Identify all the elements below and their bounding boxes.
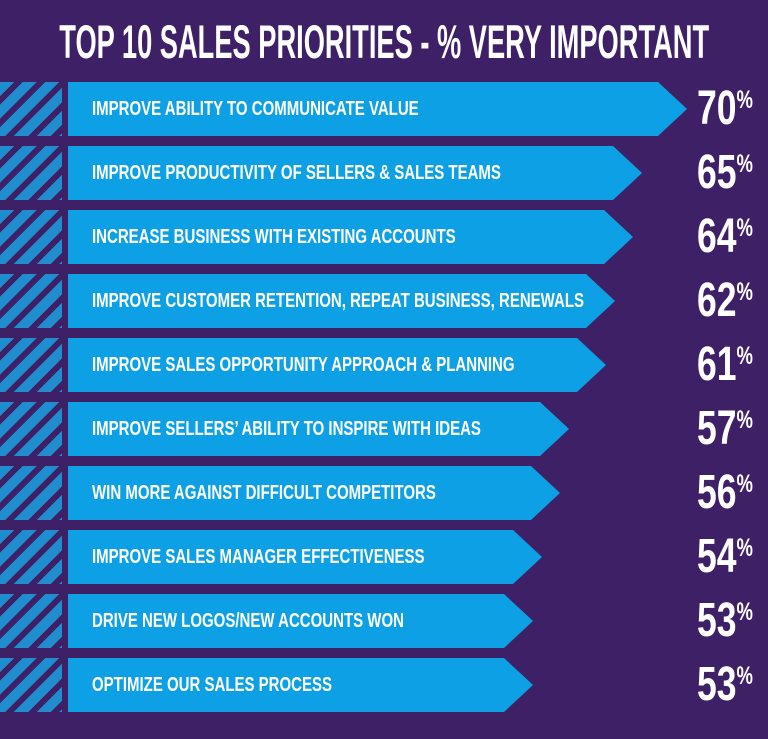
- percent-sign: %: [736, 278, 753, 306]
- bar-value: 57%: [697, 402, 768, 456]
- bar-arrow: WIN MORE AGAINST DIFFICULT COMPETITORS: [68, 466, 560, 520]
- bar-arrow: INCREASE BUSINESS WITH EXISTING ACCOUNTS: [68, 210, 633, 264]
- bar-label: IMPROVE SELLERS’ ABILITY TO INSPIRE WITH…: [92, 417, 481, 440]
- bar-value-number: 53%: [697, 594, 753, 647]
- hatch-stripe-block: [0, 274, 62, 328]
- bar-row: IMPROVE ABILITY TO COMMUNICATE VALUE 70%: [0, 82, 768, 136]
- bar-arrow: OPTIMIZE OUR SALES PROCESS: [68, 658, 533, 712]
- chart-title-text: TOP 10 SALES PRIORITIES - % VERY IMPORTA…: [59, 14, 709, 68]
- hatch-stripe-block: [0, 594, 62, 648]
- bar-label: DRIVE NEW LOGOS/NEW ACCOUNTS WON: [92, 609, 404, 632]
- bar-row: IMPROVE PRODUCTIVITY OF SELLERS & SALES …: [0, 146, 768, 200]
- bar-value: 53%: [697, 658, 768, 712]
- hatch-stripe-block: [0, 82, 62, 136]
- bar-value-number: 62%: [697, 274, 753, 327]
- percent-sign: %: [736, 406, 753, 434]
- percent-sign: %: [736, 342, 753, 370]
- bar-row: INCREASE BUSINESS WITH EXISTING ACCOUNTS…: [0, 210, 768, 264]
- percent-sign: %: [736, 150, 753, 178]
- bar-value-number: 56%: [697, 466, 753, 519]
- bar-row: WIN MORE AGAINST DIFFICULT COMPETITORS 56…: [0, 466, 768, 520]
- bar-rows: IMPROVE ABILITY TO COMMUNICATE VALUE 70% I…: [0, 82, 768, 712]
- percent-sign: %: [736, 662, 753, 690]
- bar-label: IMPROVE PRODUCTIVITY OF SELLERS & SALES …: [92, 161, 501, 184]
- bar-value: 61%: [697, 338, 768, 392]
- hatch-stripe-block: [0, 466, 62, 520]
- bar-label: OPTIMIZE OUR SALES PROCESS: [92, 673, 333, 696]
- bar-arrow: IMPROVE SELLERS’ ABILITY TO INSPIRE WITH…: [68, 402, 569, 456]
- bar-value: 54%: [697, 530, 768, 584]
- bar-arrow: IMPROVE CUSTOMER RETENTION, REPEAT BUSIN…: [68, 274, 615, 328]
- bar-value-number: 65%: [697, 146, 753, 199]
- bar-value-number: 53%: [697, 658, 753, 711]
- bar-arrow: IMPROVE PRODUCTIVITY OF SELLERS & SALES …: [68, 146, 642, 200]
- bar-value: 64%: [697, 210, 768, 264]
- bar-row: IMPROVE CUSTOMER RETENTION, REPEAT BUSIN…: [0, 274, 768, 328]
- bar-value-number: 54%: [697, 530, 753, 583]
- bar-value-number: 70%: [697, 82, 753, 135]
- hatch-stripe-block: [0, 530, 62, 584]
- bar-label: IMPROVE SALES OPPORTUNITY APPROACH & PLA…: [92, 353, 515, 376]
- bar-value: 62%: [697, 274, 768, 328]
- bar-row: IMPROVE SELLERS’ ABILITY TO INSPIRE WITH…: [0, 402, 768, 456]
- bar-row: OPTIMIZE OUR SALES PROCESS 53%: [0, 658, 768, 712]
- percent-sign: %: [736, 214, 753, 242]
- bar-value: 53%: [697, 594, 768, 648]
- bar-arrow: IMPROVE ABILITY TO COMMUNICATE VALUE: [68, 82, 687, 136]
- bar-arrow: IMPROVE SALES OPPORTUNITY APPROACH & PLA…: [68, 338, 606, 392]
- hatch-stripe-block: [0, 210, 62, 264]
- chart-header: TOP 10 SALES PRIORITIES - % VERY IMPORTA…: [0, 0, 768, 82]
- bar-label: INCREASE BUSINESS WITH EXISTING ACCOUNTS: [92, 225, 456, 248]
- bar-value: 56%: [697, 466, 768, 520]
- bar-row: IMPROVE SALES MANAGER EFFECTIVENESS 54%: [0, 530, 768, 584]
- bar-value-number: 64%: [697, 210, 753, 263]
- hatch-stripe-block: [0, 338, 62, 392]
- hatch-stripe-block: [0, 658, 62, 712]
- bar-value-number: 61%: [697, 338, 753, 391]
- bar-arrow: IMPROVE SALES MANAGER EFFECTIVENESS: [68, 530, 542, 584]
- hatch-stripe-block: [0, 146, 62, 200]
- hatch-stripe-block: [0, 402, 62, 456]
- bar-row: DRIVE NEW LOGOS/NEW ACCOUNTS WON 53%: [0, 594, 768, 648]
- bar-label: IMPROVE CUSTOMER RETENTION, REPEAT BUSIN…: [92, 289, 584, 312]
- bar-label: WIN MORE AGAINST DIFFICULT COMPETITORS: [92, 481, 436, 504]
- bar-value-number: 57%: [697, 402, 753, 455]
- percent-sign: %: [736, 534, 753, 562]
- percent-sign: %: [736, 470, 753, 498]
- bar-label: IMPROVE ABILITY TO COMMUNICATE VALUE: [92, 97, 419, 120]
- percent-sign: %: [736, 598, 753, 626]
- bar-arrow: DRIVE NEW LOGOS/NEW ACCOUNTS WON: [68, 594, 533, 648]
- chart-title: TOP 10 SALES PRIORITIES - % VERY IMPORTA…: [0, 18, 768, 65]
- bar-value: 70%: [697, 82, 768, 136]
- bar-row: IMPROVE SALES OPPORTUNITY APPROACH & PLA…: [0, 338, 768, 392]
- bar-label: IMPROVE SALES MANAGER EFFECTIVENESS: [92, 545, 425, 568]
- percent-sign: %: [736, 86, 753, 114]
- bar-value: 65%: [697, 146, 768, 200]
